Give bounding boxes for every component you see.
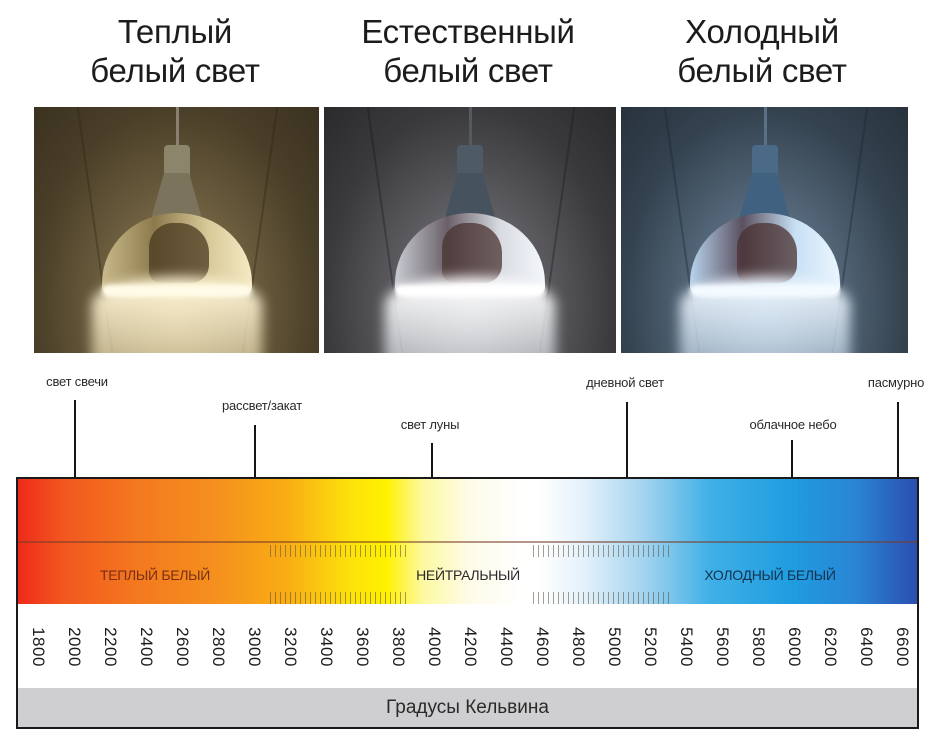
marker-line-daylight <box>626 402 628 508</box>
transition-hatch-warm-neutral-top <box>270 545 410 557</box>
tick-label: 3400 <box>317 627 337 667</box>
tick-label: 4600 <box>533 627 553 667</box>
tick-label: 2600 <box>173 627 193 667</box>
transition-hatch-neutral-cold-top <box>533 545 673 557</box>
tick-label: 2200 <box>101 627 121 667</box>
title-natural-white: Естественный белый свет <box>318 12 618 90</box>
tick-label: 6600 <box>893 627 913 667</box>
tick-label: 6000 <box>785 627 805 667</box>
transition-hatch-neutral-cold-bottom <box>533 592 673 604</box>
lamp-cord <box>469 107 472 147</box>
axis-label: Градусы Кельвина <box>386 696 549 718</box>
marker-label-daylight: дневной свет <box>586 375 664 390</box>
marker-label-candle: свет свечи <box>46 374 108 389</box>
title-line: белый свет <box>90 52 260 89</box>
title-warm-white: Теплый белый свет <box>25 12 325 90</box>
marker-label-cloudy-sky: облачное небо <box>749 417 837 432</box>
tick-label: 6200 <box>821 627 841 667</box>
lamp-rim <box>101 285 252 297</box>
lamp-cord <box>175 107 179 147</box>
lamp-rim <box>395 285 545 297</box>
warm-white-lamp-photo <box>34 107 319 353</box>
lamp-rim <box>689 285 840 297</box>
tick-label: 4200 <box>461 627 481 667</box>
lamp-cord <box>763 107 767 147</box>
tick-label: 2000 <box>65 627 85 667</box>
tick-label: 5200 <box>641 627 661 667</box>
lamp-neck <box>751 145 778 177</box>
kelvin-scale: 1800 2000 2200 2400 2600 2800 3000 3200 … <box>16 604 919 689</box>
marker-line-overcast <box>897 402 899 508</box>
tick-label: 3800 <box>389 627 409 667</box>
marker-label-sunrise-sunset: рассвет/закат <box>221 398 303 413</box>
marker-label-overcast: пасмурно <box>867 375 925 390</box>
tick-label: 5400 <box>677 627 697 667</box>
tick-label: 3200 <box>281 627 301 667</box>
marker-line-moonlight <box>431 443 433 508</box>
cold-white-lamp-photo <box>621 107 908 353</box>
transition-hatch-warm-neutral-bottom <box>270 592 410 604</box>
color-temperature-gradient-bar: ТЕПЛЫЙ БЕЛЫЙ НЕЙТРАЛЬНЫЙ ХОЛОДНЫЙ БЕЛЫЙ <box>16 477 919 606</box>
zone-label-cold-white: ХОЛОДНЫЙ БЕЛЫЙ <box>704 567 836 583</box>
marker-line-cloudy-sky <box>791 440 793 508</box>
marker-line-candle <box>74 400 76 508</box>
shade-reflection <box>736 223 797 283</box>
natural-white-lamp-photo <box>324 107 616 353</box>
title-cold-white: Холодный белый свет <box>612 12 912 90</box>
title-line: белый свет <box>383 52 553 89</box>
title-line: Теплый <box>117 13 233 50</box>
tick-label: 1800 <box>29 627 49 667</box>
title-line: белый свет <box>677 52 847 89</box>
marker-line-sunrise-sunset <box>254 425 256 508</box>
tick-label: 4800 <box>569 627 589 667</box>
marker-label-moonlight: свет луны <box>400 417 460 432</box>
lamp-neck <box>163 145 190 177</box>
tick-label: 5600 <box>713 627 733 667</box>
lamp-neck <box>457 145 483 177</box>
tick-label: 5000 <box>605 627 625 667</box>
title-line: Естественный <box>361 13 575 50</box>
tick-label: 3600 <box>353 627 373 667</box>
tick-label: 2800 <box>209 627 229 667</box>
tick-label: 2400 <box>137 627 157 667</box>
tick-label: 5800 <box>749 627 769 667</box>
tick-label: 6400 <box>857 627 877 667</box>
tick-label: 4400 <box>497 627 517 667</box>
shade-reflection <box>148 223 209 283</box>
zone-label-neutral: НЕЙТРАЛЬНЫЙ <box>416 567 520 583</box>
zone-label-warm-white: ТЕПЛЫЙ БЕЛЫЙ <box>99 567 211 583</box>
shade-reflection <box>442 223 502 283</box>
tick-label: 3000 <box>245 627 265 667</box>
kelvin-axis-label-bar: Градусы Кельвина <box>16 688 919 729</box>
bar-divider <box>18 541 917 543</box>
tick-label: 4000 <box>425 627 445 667</box>
title-line: Холодный <box>685 13 839 50</box>
